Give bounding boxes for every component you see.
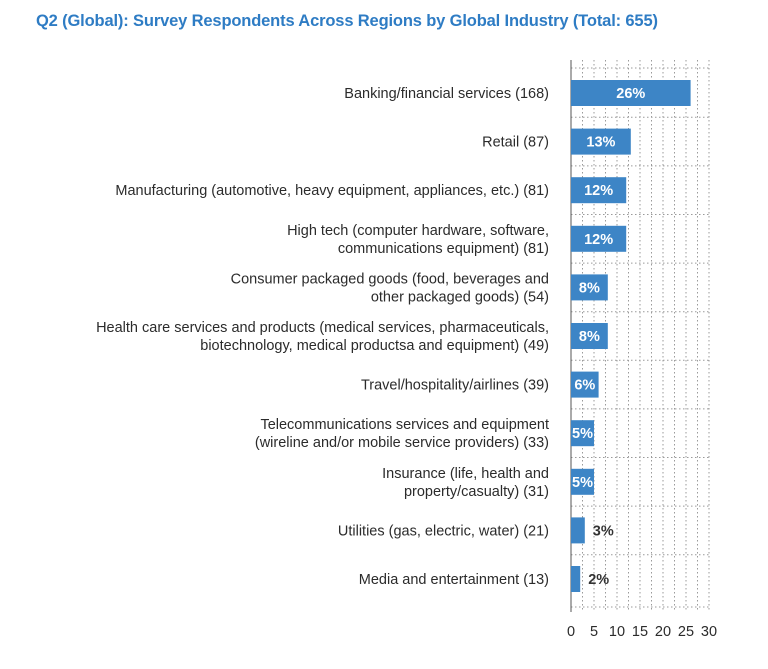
category-label: Telecommunications services and equipmen… xyxy=(255,417,549,451)
x-tick-label: 30 xyxy=(701,624,717,640)
data-label: 5% xyxy=(572,426,593,442)
data-label: 12% xyxy=(584,183,613,199)
data-label: 3% xyxy=(593,523,614,539)
category-label-line: communications equipment) (81) xyxy=(338,241,549,257)
chart-title: Q2 (Global): Survey Respondents Across R… xyxy=(36,12,658,30)
bar xyxy=(571,128,631,155)
category-label-line: High tech (computer hardware, software, xyxy=(287,223,549,239)
bar xyxy=(571,566,581,592)
category-label-line: Insurance (life, health and xyxy=(382,466,549,482)
category-label-line: Utilities (gas, electric, water) (21) xyxy=(338,523,549,539)
category-label: Consumer packaged goods (food, beverages… xyxy=(231,271,549,305)
bar xyxy=(571,468,594,495)
category-label: Utilities (gas, electric, water) (21) xyxy=(338,523,549,539)
category-label-line: Media and entertainment (13) xyxy=(359,572,549,588)
category-label-line: Banking/financial services (168) xyxy=(344,86,549,102)
data-label: 6% xyxy=(574,378,595,394)
data-label: 13% xyxy=(586,135,615,151)
category-label: Retail (87) xyxy=(482,135,549,151)
bar xyxy=(571,517,585,544)
category-label-line: Health care services and products (medic… xyxy=(96,320,549,336)
x-tick-label: 10 xyxy=(609,624,625,640)
bar xyxy=(571,420,594,447)
x-tick-label: 15 xyxy=(632,624,648,640)
data-label: 12% xyxy=(584,232,613,248)
category-label-line: Consumer packaged goods (food, beverages… xyxy=(231,271,549,287)
category-label-line: Travel/hospitality/airlines (39) xyxy=(361,378,549,394)
data-label: 2% xyxy=(588,572,609,588)
data-label: 26% xyxy=(616,86,645,102)
category-label: Manufacturing (automotive, heavy equipme… xyxy=(115,183,549,199)
category-label: Insurance (life, health and property/casu… xyxy=(382,466,549,500)
category-label-line: property/casualty) (31) xyxy=(404,484,549,500)
category-label: Health care services and products (medic… xyxy=(96,320,549,354)
bar xyxy=(571,225,627,252)
x-tick-label: 0 xyxy=(567,624,575,640)
bar xyxy=(571,274,608,301)
data-label: 5% xyxy=(572,475,593,491)
bar xyxy=(571,80,691,106)
category-label-line: biotechnology, medical productsa and equ… xyxy=(200,338,549,354)
category-label: Banking/financial services (168) xyxy=(344,86,549,102)
data-label: 8% xyxy=(579,280,600,296)
x-tick-label: 20 xyxy=(655,624,671,640)
category-label-line: (wireline and/or mobile service provider… xyxy=(255,435,549,451)
data-label: 8% xyxy=(579,329,600,345)
category-label: High tech (computer hardware, software, c… xyxy=(287,223,549,257)
bar xyxy=(571,371,599,398)
category-label-line: Telecommunications services and equipmen… xyxy=(260,417,549,433)
x-tick-label: 25 xyxy=(678,624,694,640)
category-label-line: other packaged goods) (54) xyxy=(371,289,549,305)
category-label: Media and entertainment (13) xyxy=(359,572,549,588)
category-label-line: Retail (87) xyxy=(482,135,549,151)
category-label: Travel/hospitality/airlines (39) xyxy=(361,378,549,394)
category-label-line: Manufacturing (automotive, heavy equipme… xyxy=(115,183,549,199)
bar xyxy=(571,323,608,349)
bar xyxy=(571,177,627,204)
x-tick-label: 5 xyxy=(590,624,598,640)
